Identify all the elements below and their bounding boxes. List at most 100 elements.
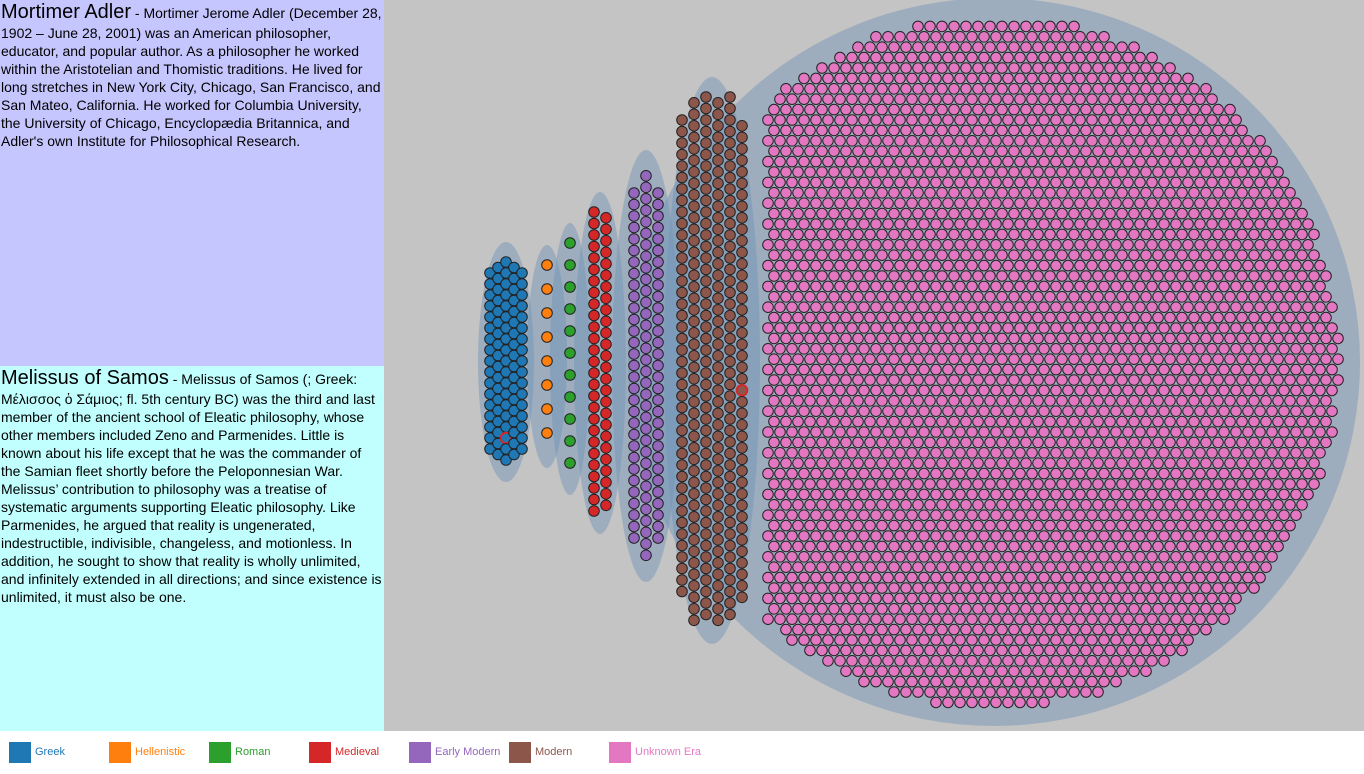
philosopher-node-unknown-era[interactable] — [888, 540, 900, 553]
philosopher-node-unknown-era[interactable] — [1134, 363, 1146, 376]
philosopher-node-unknown-era[interactable] — [1068, 83, 1080, 95]
philosopher-node-unknown-era[interactable] — [1230, 530, 1242, 542]
philosopher-node-modern[interactable] — [736, 373, 748, 385]
philosopher-node-unknown-era[interactable] — [870, 655, 882, 667]
philosopher-node-unknown-era[interactable] — [1098, 571, 1110, 584]
philosopher-node-unknown-era[interactable] — [1182, 592, 1194, 605]
philosopher-node-unknown-era[interactable] — [1032, 166, 1044, 178]
philosopher-node-unknown-era[interactable] — [834, 530, 846, 542]
philosopher-node-unknown-era[interactable] — [1140, 665, 1152, 678]
philosopher-node-unknown-era[interactable] — [948, 62, 960, 74]
philosopher-node-unknown-era[interactable] — [1080, 519, 1092, 532]
philosopher-node-unknown-era[interactable] — [978, 51, 990, 64]
philosopher-node-unknown-era[interactable] — [1146, 488, 1158, 501]
philosopher-node-unknown-era[interactable] — [1116, 353, 1128, 366]
philosopher-node-modern[interactable] — [700, 597, 712, 609]
philosopher-node-unknown-era[interactable] — [1014, 343, 1026, 355]
philosopher-node-unknown-era[interactable] — [1182, 176, 1194, 189]
philosopher-node-unknown-era[interactable] — [1128, 644, 1140, 657]
philosopher-node-unknown-era[interactable] — [1230, 114, 1242, 126]
philosopher-node-unknown-era[interactable] — [1194, 280, 1206, 293]
philosopher-node-unknown-era[interactable] — [780, 228, 792, 241]
philosopher-node-early-modern[interactable] — [652, 474, 664, 487]
philosopher-node-unknown-era[interactable] — [1164, 457, 1176, 470]
philosopher-node-unknown-era[interactable] — [852, 644, 864, 657]
philosopher-node-unknown-era[interactable] — [894, 634, 906, 646]
philosopher-node-unknown-era[interactable] — [1176, 103, 1188, 116]
philosopher-node-unknown-era[interactable] — [798, 239, 810, 251]
philosopher-node-unknown-era[interactable] — [1026, 259, 1038, 272]
philosopher-node-unknown-era[interactable] — [1062, 72, 1074, 85]
philosopher-node-unknown-era[interactable] — [966, 93, 978, 105]
legend-item-greek[interactable]: Greek — [9, 741, 65, 763]
philosopher-node-unknown-era[interactable] — [1044, 436, 1056, 449]
philosopher-node-unknown-era[interactable] — [882, 551, 894, 563]
philosopher-node-unknown-era[interactable] — [864, 332, 876, 345]
philosopher-node-unknown-era[interactable] — [1020, 519, 1032, 532]
philosopher-node-unknown-era[interactable] — [768, 166, 780, 178]
philosopher-node-unknown-era[interactable] — [1098, 218, 1110, 230]
philosopher-node-unknown-era[interactable] — [1134, 343, 1146, 355]
philosopher-node-unknown-era[interactable] — [1098, 239, 1110, 251]
philosopher-node-greek[interactable] — [516, 388, 528, 400]
philosopher-node-early-modern[interactable] — [652, 290, 664, 303]
philosopher-node-modern[interactable] — [712, 488, 724, 500]
philosopher-node-unknown-era[interactable] — [1044, 166, 1056, 178]
philosopher-node-unknown-era[interactable] — [930, 551, 942, 563]
philosopher-node-unknown-era[interactable] — [1134, 405, 1146, 418]
philosopher-node-unknown-era[interactable] — [936, 41, 948, 54]
philosopher-node-unknown-era[interactable] — [1152, 103, 1164, 116]
philosopher-node-unknown-era[interactable] — [1272, 270, 1284, 282]
philosopher-node-unknown-era[interactable] — [990, 405, 1002, 418]
philosopher-node-unknown-era[interactable] — [1164, 103, 1176, 116]
philosopher-node-unknown-era[interactable] — [840, 457, 852, 470]
philosopher-node-unknown-era[interactable] — [1236, 187, 1248, 199]
philosopher-node-unknown-era[interactable] — [978, 135, 990, 147]
philosopher-node-unknown-era[interactable] — [768, 332, 780, 345]
philosopher-node-modern[interactable] — [700, 562, 712, 575]
philosopher-node-unknown-era[interactable] — [1032, 270, 1044, 282]
philosopher-node-unknown-era[interactable] — [1218, 322, 1230, 334]
philosopher-node-unknown-era[interactable] — [918, 93, 930, 105]
philosopher-node-unknown-era[interactable] — [1206, 135, 1218, 147]
philosopher-node-modern[interactable] — [688, 120, 700, 132]
philosopher-node-unknown-era[interactable] — [1026, 114, 1038, 126]
philosopher-node-unknown-era[interactable] — [996, 83, 1008, 95]
philosopher-node-unknown-era[interactable] — [804, 124, 816, 137]
philosopher-node-unknown-era[interactable] — [780, 582, 792, 594]
philosopher-node-unknown-era[interactable] — [1188, 291, 1200, 303]
philosopher-node-unknown-era[interactable] — [1128, 519, 1140, 532]
philosopher-node-unknown-era[interactable] — [930, 571, 942, 584]
philosopher-node-unknown-era[interactable] — [1044, 603, 1056, 615]
philosopher-node-unknown-era[interactable] — [972, 124, 984, 137]
philosopher-node-unknown-era[interactable] — [1128, 665, 1140, 678]
philosopher-node-early-modern[interactable] — [628, 440, 640, 452]
philosopher-node-unknown-era[interactable] — [900, 395, 912, 407]
philosopher-node-unknown-era[interactable] — [1224, 457, 1236, 470]
philosopher-node-unknown-era[interactable] — [930, 405, 942, 418]
philosopher-node-unknown-era[interactable] — [930, 655, 942, 667]
philosopher-node-unknown-era[interactable] — [1146, 51, 1158, 64]
philosopher-node-unknown-era[interactable] — [1236, 249, 1248, 261]
philosopher-node-unknown-era[interactable] — [912, 83, 924, 95]
philosopher-node-unknown-era[interactable] — [828, 145, 840, 157]
philosopher-node-unknown-era[interactable] — [1254, 488, 1266, 501]
philosopher-node-unknown-era[interactable] — [1248, 478, 1260, 490]
philosopher-node-unknown-era[interactable] — [828, 166, 840, 178]
philosopher-node-unknown-era[interactable] — [1170, 343, 1182, 355]
philosopher-node-unknown-era[interactable] — [852, 395, 864, 407]
philosopher-node-unknown-era[interactable] — [774, 613, 786, 626]
philosopher-node-unknown-era[interactable] — [768, 499, 780, 511]
philosopher-node-unknown-era[interactable] — [966, 31, 978, 43]
philosopher-node-unknown-era[interactable] — [870, 613, 882, 626]
philosopher-node-unknown-era[interactable] — [1176, 374, 1188, 386]
philosopher-node-unknown-era[interactable] — [1092, 83, 1104, 95]
philosopher-node-unknown-era[interactable] — [918, 218, 930, 230]
philosopher-node-unknown-era[interactable] — [936, 374, 948, 386]
philosopher-node-modern[interactable] — [712, 223, 724, 236]
philosopher-node-unknown-era[interactable] — [912, 145, 924, 157]
philosopher-node-unknown-era[interactable] — [1182, 135, 1194, 147]
philosopher-node-unknown-era[interactable] — [1140, 103, 1152, 116]
philosopher-node-unknown-era[interactable] — [798, 197, 810, 209]
philosopher-node-unknown-era[interactable] — [1194, 509, 1206, 522]
